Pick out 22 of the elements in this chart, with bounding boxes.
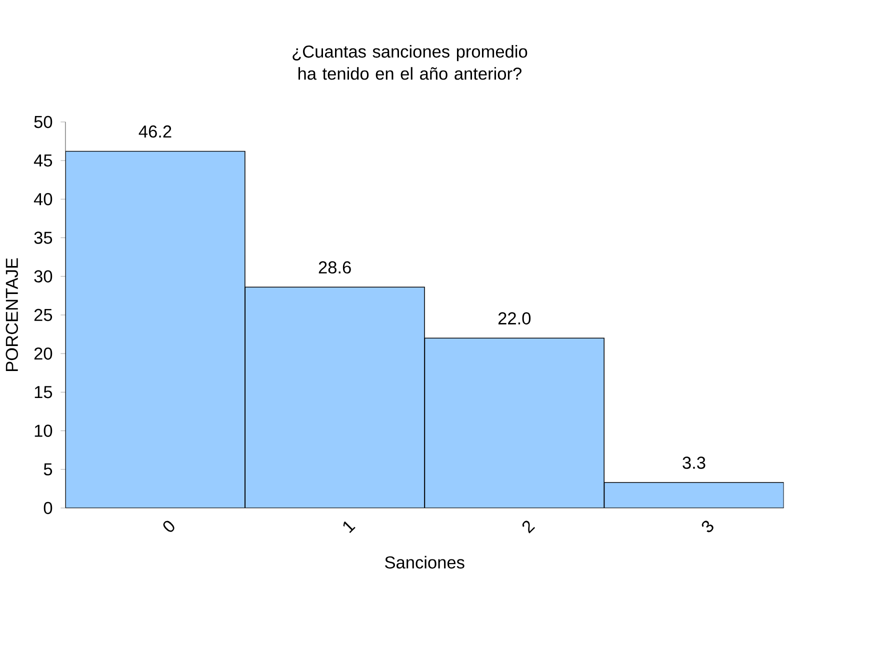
y-tick-label: 30 bbox=[34, 270, 52, 282]
y-tick-label: 50 bbox=[34, 116, 52, 128]
chart-title: ¿Cuantas sanciones promedio ha tenido en el año anterior? bbox=[292, 44, 528, 80]
y-tick-label: 0 bbox=[44, 502, 52, 514]
data-label: 3.3 bbox=[682, 456, 706, 469]
y-tick-label: 45 bbox=[34, 154, 52, 167]
y-tick-label: 35 bbox=[34, 232, 52, 244]
x-tick-label: 2 bbox=[522, 520, 536, 534]
y-tick-label: 5 bbox=[44, 463, 52, 476]
x-axis-title: Sanciones bbox=[385, 556, 464, 569]
x-tick-label: 3 bbox=[702, 520, 714, 532]
y-tick-label: 10 bbox=[34, 424, 52, 437]
y-tick-label: 20 bbox=[34, 347, 52, 360]
data-label: 28.6 bbox=[318, 261, 351, 274]
y-axis-title: PORCENTAJE bbox=[6, 258, 18, 371]
x-tick-label: 1 bbox=[343, 521, 356, 534]
y-tick-label: 40 bbox=[34, 193, 52, 206]
y-tick-label: 25 bbox=[34, 308, 52, 322]
data-label: 46.2 bbox=[138, 125, 172, 138]
x-tick-label: 0 bbox=[163, 520, 174, 532]
data-label: 22.0 bbox=[498, 312, 531, 324]
y-tick-label: 15 bbox=[34, 386, 52, 398]
